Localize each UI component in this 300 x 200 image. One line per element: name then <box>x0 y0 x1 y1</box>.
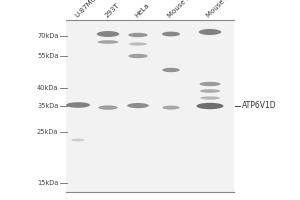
Text: 293T: 293T <box>104 2 121 19</box>
Ellipse shape <box>162 68 180 72</box>
Ellipse shape <box>200 82 220 86</box>
Ellipse shape <box>200 96 220 100</box>
Text: 35kDa: 35kDa <box>37 103 58 109</box>
Ellipse shape <box>128 33 148 37</box>
Text: 55kDa: 55kDa <box>37 53 58 59</box>
Ellipse shape <box>200 89 220 93</box>
Text: 70kDa: 70kDa <box>37 33 58 39</box>
Ellipse shape <box>128 54 148 58</box>
Ellipse shape <box>199 29 221 35</box>
Ellipse shape <box>162 106 180 110</box>
Ellipse shape <box>71 139 85 141</box>
Text: ATP6V1D: ATP6V1D <box>242 102 276 110</box>
Text: Mouse brain: Mouse brain <box>206 0 240 19</box>
Ellipse shape <box>129 42 147 46</box>
Text: U-87MG: U-87MG <box>74 0 98 19</box>
Text: 25kDa: 25kDa <box>37 129 58 135</box>
Ellipse shape <box>162 32 180 36</box>
Ellipse shape <box>97 31 119 37</box>
Text: Mouse lung: Mouse lung <box>167 0 200 19</box>
Text: 40kDa: 40kDa <box>37 85 58 91</box>
Ellipse shape <box>66 102 90 108</box>
Text: HeLa: HeLa <box>134 2 151 19</box>
Ellipse shape <box>98 105 118 110</box>
Ellipse shape <box>196 103 224 109</box>
Text: 15kDa: 15kDa <box>37 180 58 186</box>
Ellipse shape <box>127 103 149 108</box>
Bar <box>66 20 234 192</box>
Ellipse shape <box>98 40 118 44</box>
